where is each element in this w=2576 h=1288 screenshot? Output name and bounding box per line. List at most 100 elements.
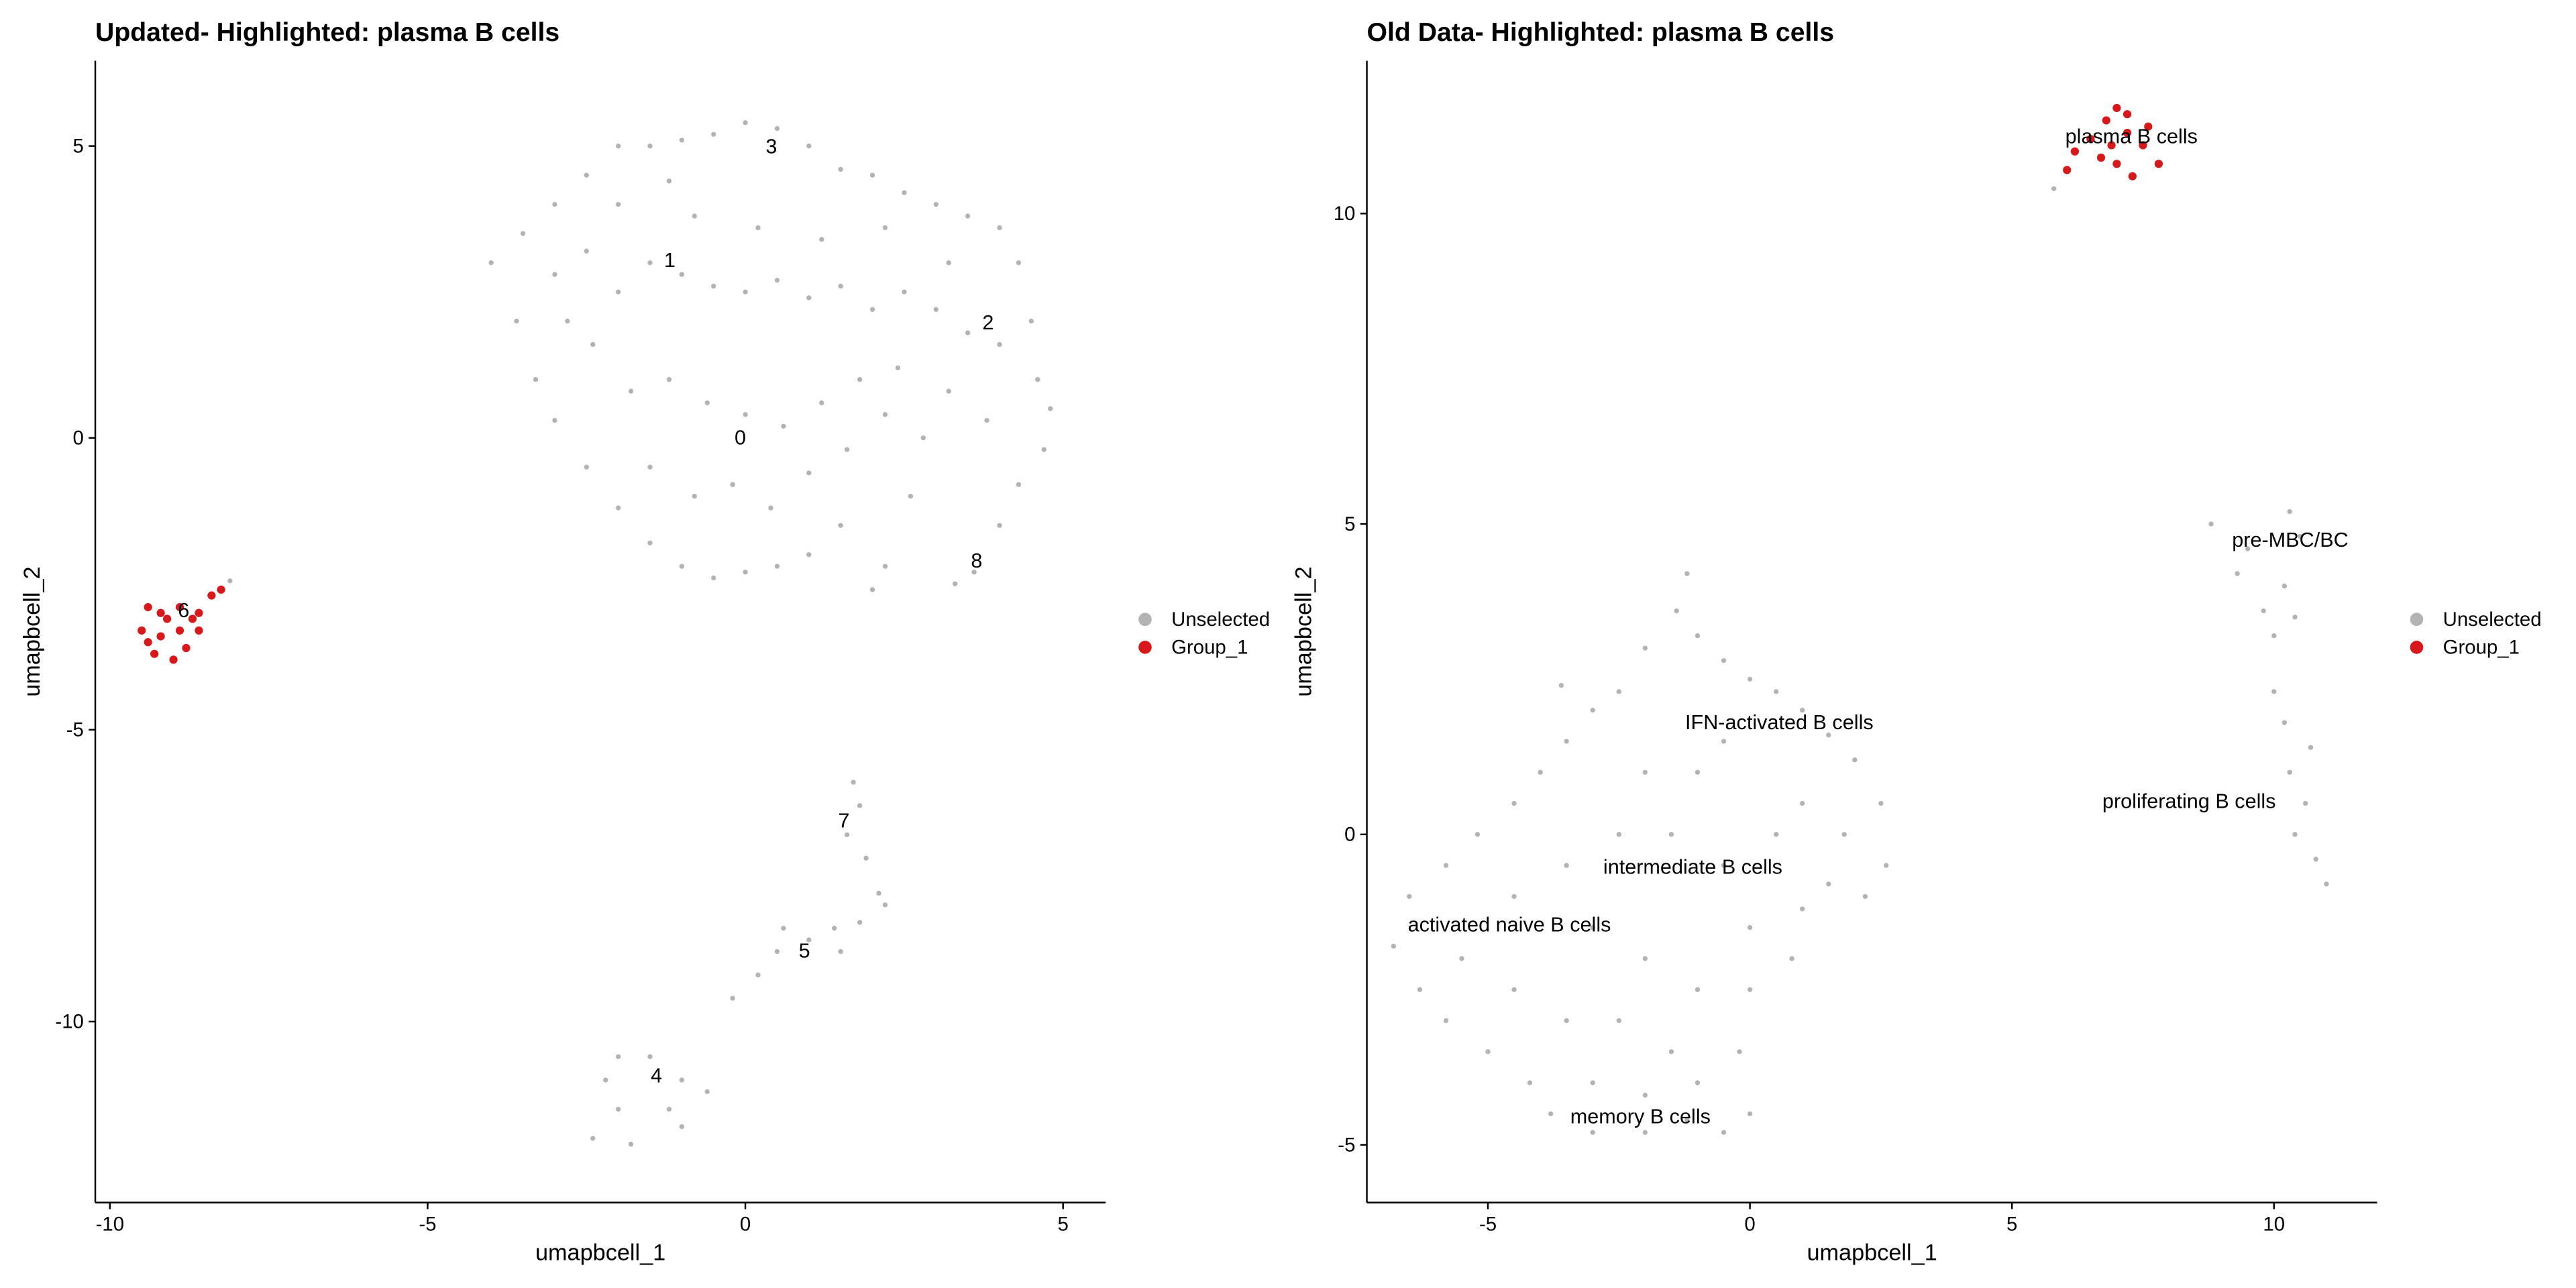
point [217, 585, 225, 594]
point [1684, 1117, 1690, 1123]
point [2086, 135, 2095, 144]
point [647, 540, 653, 546]
point [1695, 1080, 1701, 1085]
point [2292, 832, 2298, 837]
point [704, 1089, 710, 1094]
x-tick-label: 5 [2006, 1213, 2017, 1235]
point [1668, 832, 1674, 837]
x-tick-label: -10 [96, 1213, 124, 1235]
point [1590, 708, 1595, 713]
point [1747, 676, 1753, 682]
point [1511, 894, 1517, 900]
point [1511, 800, 1517, 806]
point [806, 552, 812, 557]
point [1616, 1018, 1621, 1024]
point [144, 638, 152, 647]
point [743, 289, 748, 294]
point [175, 626, 184, 635]
point [1511, 987, 1517, 992]
point [869, 587, 875, 592]
legend-label: Unselected [2443, 608, 2542, 631]
point [533, 377, 539, 382]
point [1684, 571, 1690, 576]
x-tick-label: 0 [740, 1213, 751, 1235]
point [692, 213, 697, 219]
cluster-label: activated naive B cells [1408, 914, 1611, 936]
point [2271, 633, 2277, 639]
point [1721, 657, 1727, 663]
point [1642, 769, 1648, 775]
point [2302, 800, 2308, 806]
point [2107, 141, 2116, 150]
point [2282, 720, 2288, 725]
point [1028, 319, 1034, 324]
point [1747, 924, 1753, 930]
cluster-label: intermediate B cells [1603, 856, 1782, 879]
x-axis-label: umapbcell_1 [535, 1240, 665, 1265]
point [1695, 633, 1701, 639]
point [965, 213, 971, 219]
legend-label: Group_1 [1171, 637, 1248, 659]
point [838, 283, 843, 289]
point [2313, 857, 2318, 862]
point [774, 125, 780, 131]
cluster-label: pre-MBC/BC [2232, 529, 2348, 551]
cluster-label: 2 [982, 311, 994, 334]
point [150, 649, 159, 658]
point [806, 470, 812, 476]
point [2102, 116, 2110, 125]
point [628, 1141, 634, 1147]
point [838, 523, 843, 528]
point [1789, 956, 1794, 961]
point [615, 201, 621, 207]
point [755, 972, 761, 977]
point [2112, 160, 2121, 168]
point [1590, 924, 1595, 930]
point [692, 494, 697, 499]
x-tick-label: 0 [1744, 1213, 1755, 1235]
y-tick-label: -5 [1338, 1134, 1355, 1156]
point [838, 166, 843, 172]
point [997, 225, 1002, 231]
point [647, 464, 653, 470]
point [1695, 769, 1701, 775]
chart-title: Old Data- Highlighted: plasma B cells [1367, 18, 1835, 47]
point [876, 890, 881, 896]
point [169, 655, 178, 664]
point [1417, 987, 1423, 992]
point [2154, 160, 2163, 168]
point [138, 626, 146, 635]
cluster-label: 4 [651, 1065, 662, 1087]
y-tick-label: -5 [66, 719, 84, 741]
cluster-label: memory B cells [1570, 1106, 1711, 1128]
point [195, 608, 203, 617]
point [997, 523, 1002, 528]
point [819, 400, 824, 406]
point [711, 575, 716, 581]
point [1391, 943, 1397, 949]
point [869, 307, 875, 312]
point [1852, 757, 1858, 763]
point [857, 377, 863, 382]
y-tick-label: 0 [1344, 824, 1355, 846]
cluster-label: IFN-activated B cells [1685, 711, 1874, 734]
point [144, 602, 152, 612]
point [488, 260, 494, 266]
point [711, 131, 716, 137]
point [584, 464, 589, 470]
point [806, 143, 812, 149]
point [743, 120, 748, 125]
point [2287, 769, 2292, 775]
point [2123, 128, 2132, 138]
point [851, 780, 856, 785]
point [647, 260, 653, 266]
point [1459, 956, 1464, 961]
point [2292, 614, 2298, 620]
point [882, 225, 888, 231]
point [156, 632, 165, 641]
point [2070, 147, 2080, 156]
point [603, 1077, 608, 1083]
point [565, 319, 570, 324]
